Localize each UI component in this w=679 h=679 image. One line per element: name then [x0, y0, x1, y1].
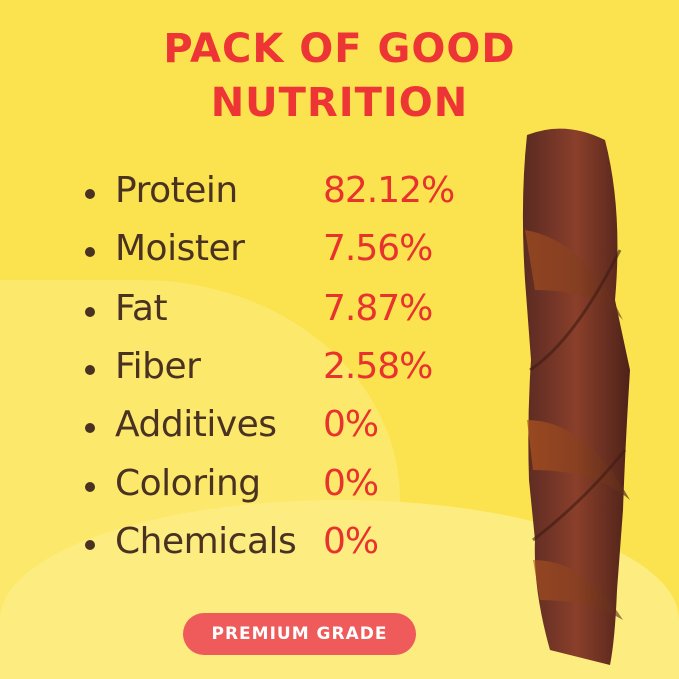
- bullet-icon: [85, 247, 95, 257]
- nutrient-label: Coloring: [115, 463, 261, 504]
- bullet-icon: [85, 365, 95, 375]
- title-line-1: PACK OF GOOD: [163, 26, 516, 72]
- bullet-icon: [85, 482, 95, 492]
- nutrient-value: 7.87%: [323, 288, 433, 329]
- bullet-icon: [85, 307, 95, 317]
- bullet-icon: [85, 540, 95, 550]
- list-item: Moister 7.56%: [0, 223, 470, 281]
- nutrient-value: 0%: [323, 404, 379, 445]
- nutrient-label: Fiber: [115, 346, 201, 387]
- page-title: PACK OF GOOD NUTRITION: [0, 22, 679, 130]
- nutrient-value: 82.12%: [323, 170, 455, 211]
- list-item: Fat 7.87%: [0, 283, 470, 341]
- list-item: Protein 82.12%: [0, 165, 470, 223]
- nutrient-value: 0%: [323, 521, 379, 562]
- twisted-treat-image: [522, 128, 630, 666]
- nutrient-label: Fat: [115, 288, 168, 329]
- bullet-icon: [85, 189, 95, 199]
- nutrient-label: Protein: [115, 170, 238, 211]
- nutrient-value: 2.58%: [323, 346, 433, 387]
- premium-grade-badge: PREMIUM GRADE: [183, 613, 416, 655]
- list-item: Chemicals 0%: [0, 516, 470, 574]
- nutrient-label: Chemicals: [115, 521, 297, 562]
- nutrient-label: Additives: [115, 404, 277, 445]
- list-item: Fiber 2.58%: [0, 341, 470, 399]
- list-item: Coloring 0%: [0, 458, 470, 516]
- bullet-icon: [85, 423, 95, 433]
- nutrient-value: 0%: [323, 463, 379, 504]
- nutrient-label: Moister: [115, 228, 245, 269]
- list-item: Additives 0%: [0, 399, 470, 457]
- title-line-2: NUTRITION: [210, 80, 469, 126]
- nutrient-value: 7.56%: [323, 228, 433, 269]
